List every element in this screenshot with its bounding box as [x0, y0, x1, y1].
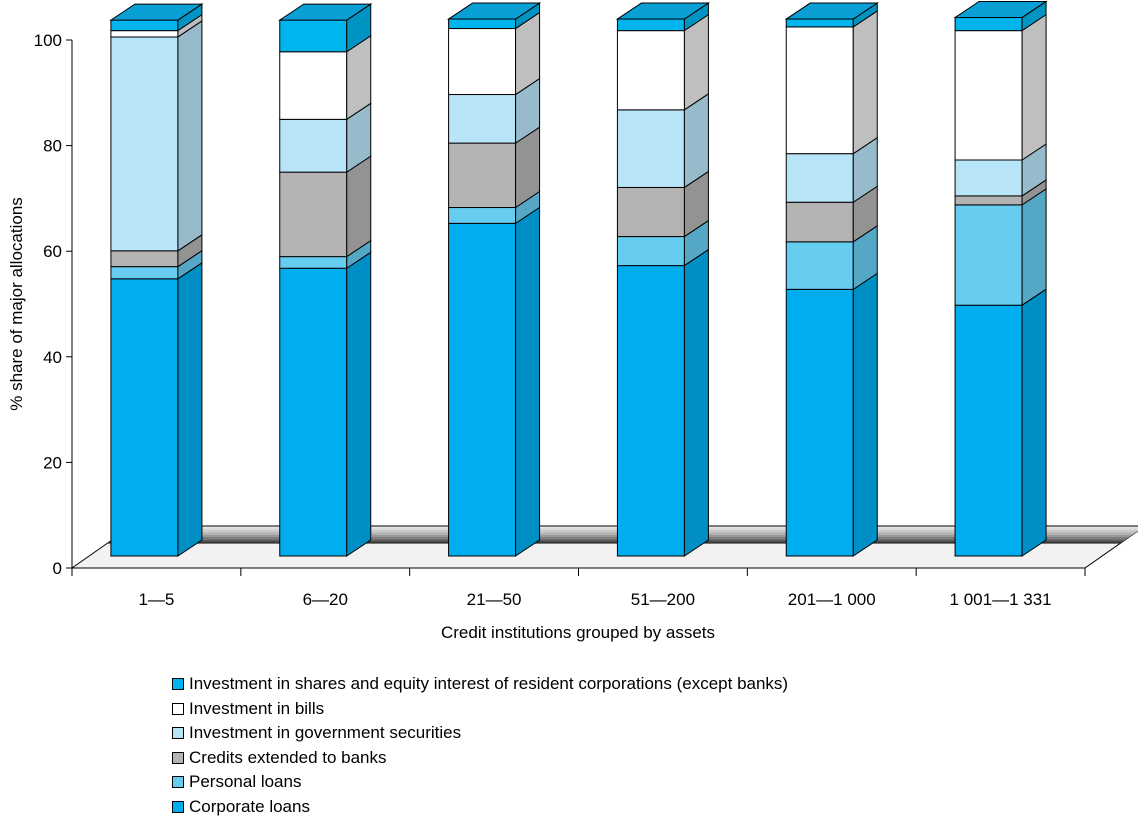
x-tick-label: 51—200 [631, 590, 695, 609]
x-tick-label: 21—50 [467, 590, 522, 609]
bar-segment [279, 171, 348, 258]
bar-segment [616, 186, 685, 238]
y-tick-label: 40 [43, 348, 62, 367]
y-tick-label: 80 [43, 137, 62, 156]
bar-segment [785, 153, 854, 203]
bar-segment [448, 28, 517, 96]
bar-segment [110, 30, 179, 38]
legend-label: Corporate loans [189, 796, 310, 816]
bar-segment [785, 288, 854, 557]
legend-label: Personal loans [189, 772, 302, 792]
bar-segment-side [346, 251, 372, 557]
bar-top [784, 2, 879, 20]
bar-segment [110, 250, 179, 268]
legend-item: Investment in shares and equity interest… [172, 672, 788, 697]
bar-top [953, 0, 1048, 18]
bar-stack [953, 0, 1048, 557]
bar-segment [448, 18, 517, 30]
x-tick-label: 201—1 000 [788, 590, 876, 609]
y-tick-label: 20 [43, 453, 62, 472]
bar-segment [785, 201, 854, 243]
bar-segment [448, 207, 517, 224]
bar-segment [616, 18, 685, 32]
bar-segment [110, 19, 179, 32]
bar-segment [279, 19, 348, 53]
x-axis: 1—5 6—20 21—50 51—200 201—1 000 1 001—1 331 [71, 567, 1086, 609]
bar-segment [616, 30, 685, 111]
bar-top [446, 2, 542, 20]
bar-segment [448, 94, 517, 144]
legend-label: Investment in bills [189, 698, 325, 718]
bar-segment-side [1021, 13, 1047, 161]
y-tick-label: 60 [43, 242, 62, 261]
legend-item: Personal loans [172, 770, 788, 795]
bar-stack [446, 2, 542, 557]
y-tick-label: 0 [53, 559, 62, 578]
bar-segment [954, 204, 1023, 306]
bar-segment-side [683, 13, 709, 111]
legend-swatch [172, 702, 184, 715]
bar-segment [785, 26, 854, 155]
y-axis: 0 20 40 60 80 100 [34, 31, 73, 578]
legend-label: Investment in government securities [189, 723, 462, 743]
bar-stack [109, 3, 204, 557]
bar-segment-side [515, 206, 541, 557]
y-axis-title: % share of major allocations [7, 197, 26, 411]
bar-segment [954, 304, 1023, 557]
legend-item: Investment in bills [172, 697, 788, 722]
x-tick-label: 1—5 [138, 590, 174, 609]
bar-segment [279, 256, 348, 269]
x-tick-label: 1 001—1 331 [950, 590, 1052, 609]
bar-segment-side [1021, 288, 1047, 557]
legend: Investment in shares and equity interest… [172, 672, 788, 819]
bar-top [278, 3, 373, 21]
legend-item: Credits extended to banks [172, 746, 788, 771]
bar-segment [616, 109, 685, 188]
bar-top [615, 2, 711, 20]
bar-segment [785, 18, 854, 28]
bar-segment-side [852, 10, 878, 155]
bar-segment-side [346, 155, 372, 258]
bar-top [109, 3, 204, 21]
legend-label: Investment in shares and equity interest… [189, 674, 789, 694]
bar-segment [279, 51, 348, 120]
legend-swatch [172, 751, 184, 764]
bar-segment [616, 265, 685, 557]
chart-bars [109, 0, 1048, 557]
bar-segment [954, 195, 1023, 206]
bar-stack [615, 2, 711, 557]
bar-segment [954, 159, 1023, 197]
bar-segment-side [1021, 187, 1047, 307]
bar-segment [448, 142, 517, 209]
x-tick-label: 6—20 [303, 590, 348, 609]
bar-segment [110, 278, 179, 557]
bar-segment-side [852, 272, 878, 557]
bar-segment [954, 16, 1023, 32]
legend-label: Credits extended to banks [189, 747, 387, 767]
bar-segment-side [177, 261, 203, 557]
legend-swatch [172, 800, 184, 813]
bar-segment [954, 30, 1023, 161]
x-axis-title: Credit institutions grouped by assets [441, 623, 715, 642]
legend-item: Corporate loans [172, 795, 788, 820]
y-tick-label: 100 [34, 31, 62, 50]
bar-segment [616, 236, 685, 267]
bar-segment [279, 118, 348, 173]
legend-swatch [172, 727, 184, 740]
bar-segment [110, 36, 179, 252]
bar-segment [279, 267, 348, 557]
legend-swatch [172, 678, 184, 691]
legend-swatch [172, 776, 184, 789]
bar-stack [784, 2, 879, 557]
chart-canvas: 0 20 40 60 80 100 1—5 6—20 21—50 51—200 201—1 000… [7, 0, 1138, 642]
bar-segment [785, 241, 854, 290]
legend-item: Investment in government securities [172, 721, 788, 746]
bar-segment [110, 266, 179, 280]
bar-segment-side [177, 20, 203, 252]
bar-segment-side [683, 248, 709, 557]
bar-segment [448, 222, 517, 557]
bar-stack [278, 3, 373, 557]
